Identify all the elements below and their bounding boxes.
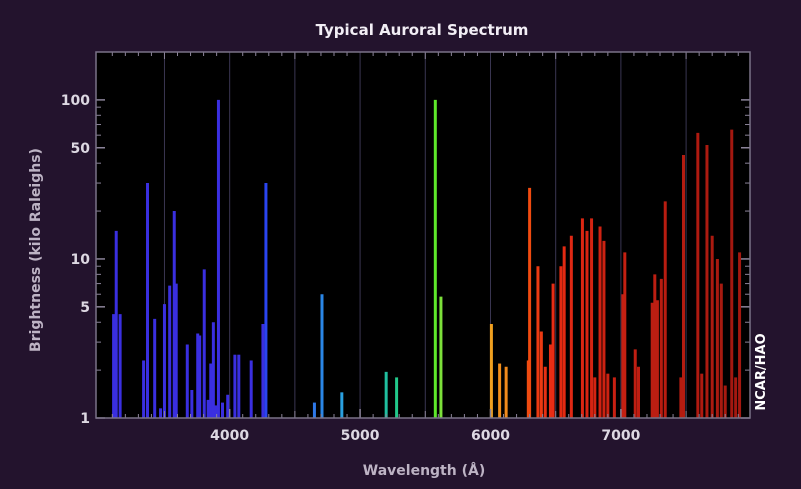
y-tick-label: 5 — [80, 300, 90, 316]
chart-title: Typical Auroral Spectrum — [316, 21, 529, 39]
x-axis-label: Wavelength (Å) — [363, 462, 485, 479]
y-tick-label: 1 — [80, 411, 90, 427]
y-axis-label: Brightness (kilo Raleighs) — [28, 148, 44, 352]
x-tick-label: 4000 — [210, 428, 249, 444]
y-tick-label: 10 — [71, 252, 91, 268]
y-tick-label: 50 — [71, 141, 91, 157]
x-tick-label: 7000 — [601, 428, 640, 444]
credit-label: NCAR/HAO — [754, 333, 769, 410]
x-tick-label: 5000 — [341, 428, 380, 444]
plot-frame — [95, 51, 751, 419]
spectral-lines — [112, 99, 742, 418]
x-tick-label: 6000 — [471, 428, 510, 444]
axis-ticks: 1 5 10 50 100 4000 5000 6000 7000 — [61, 51, 750, 444]
y-tick-label: 100 — [61, 93, 90, 109]
gridlines — [163, 52, 687, 418]
